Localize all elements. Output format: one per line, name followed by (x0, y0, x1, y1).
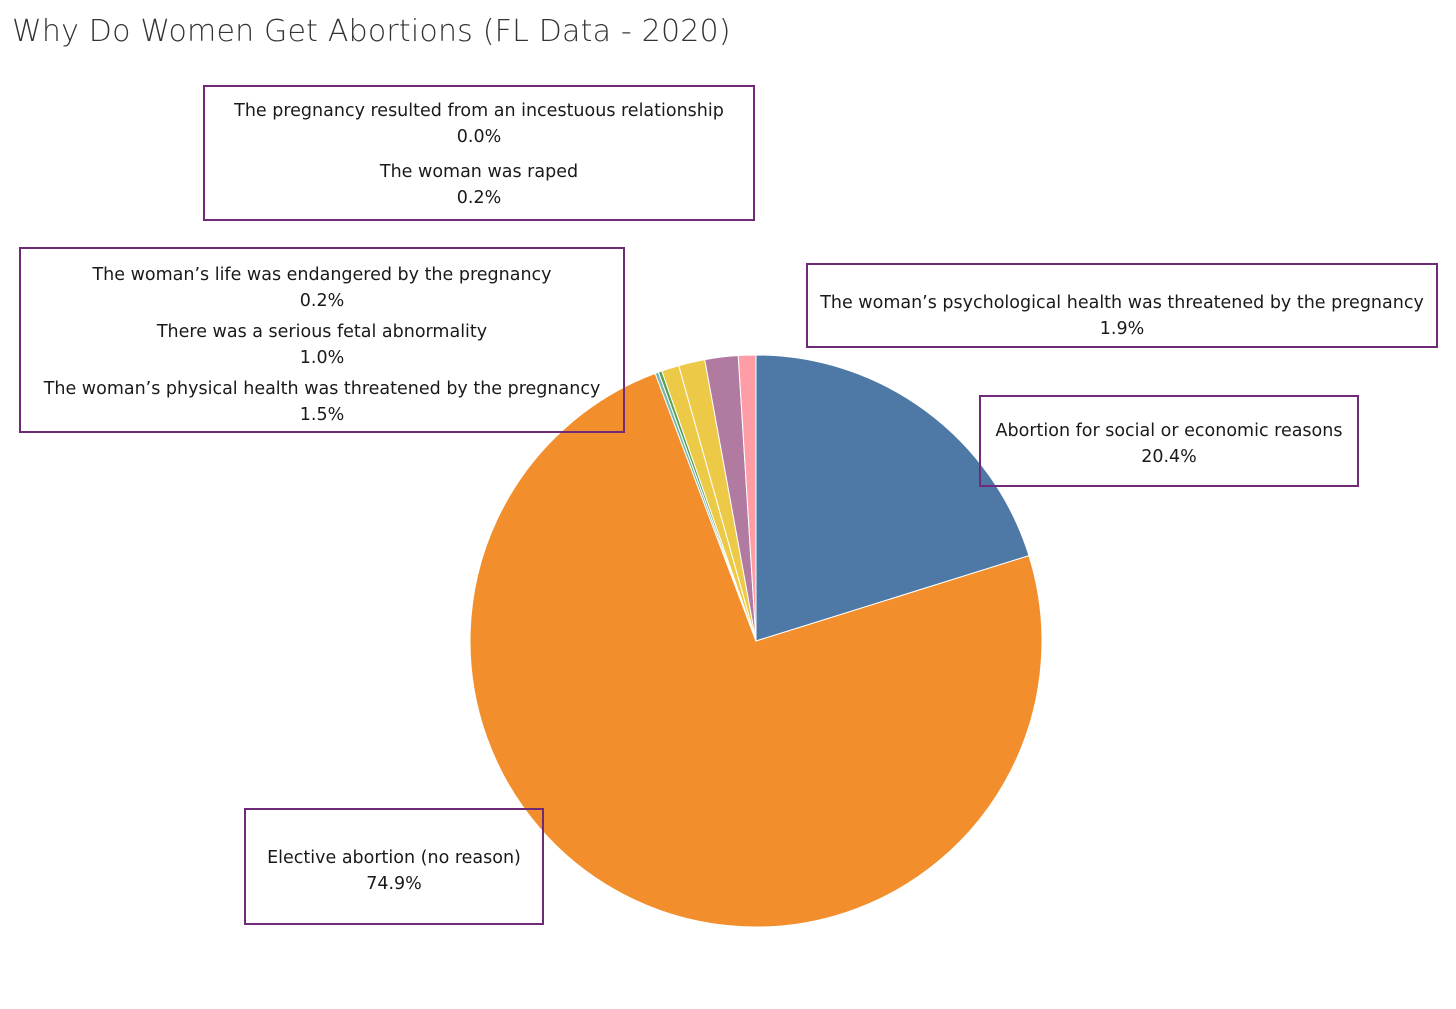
pct-elective: 74.9% (366, 874, 422, 894)
pct-raped: 0.2% (456, 188, 502, 208)
pie-slice-8 (737, 354, 757, 642)
label-elective: Elective abortion (no reason) (267, 848, 521, 868)
label-box-health-reasons: The woman’s life was endangered by the p… (19, 247, 625, 433)
label-physical: The woman’s physical health was threaten… (43, 379, 601, 399)
pct-psych: 1.9% (1099, 319, 1145, 339)
label-raped: The woman was raped (379, 162, 579, 182)
label-incest: The pregnancy resulted from an incestuou… (234, 101, 724, 121)
pct-life: 0.2% (299, 291, 345, 311)
label-life: The woman’s life was endangered by the p… (92, 265, 552, 285)
pie-slice-0 (755, 354, 1030, 642)
label-box-social-economic: Abortion for social or economic reasons … (979, 395, 1359, 487)
label-box-psychological: The woman’s psychological health was thr… (806, 263, 1438, 348)
label-box-elective: Elective abortion (no reason) 74.9% (244, 808, 544, 925)
pct-fetal: 1.0% (299, 348, 345, 368)
pct-physical: 1.5% (299, 405, 345, 425)
pct-incest: 0.0% (456, 127, 502, 147)
label-box-incest-raped: The pregnancy resulted from an incestuou… (203, 85, 755, 221)
label-social: Abortion for social or economic reasons (995, 421, 1343, 441)
label-fetal: There was a serious fetal abnormality (156, 322, 488, 342)
pct-social: 20.4% (1141, 447, 1197, 467)
pie-slice-1 (469, 372, 1043, 928)
chart-title: Why Do Women Get Abortions (FL Data - 20… (12, 14, 731, 49)
label-psych: The woman’s psychological health was thr… (820, 293, 1424, 313)
